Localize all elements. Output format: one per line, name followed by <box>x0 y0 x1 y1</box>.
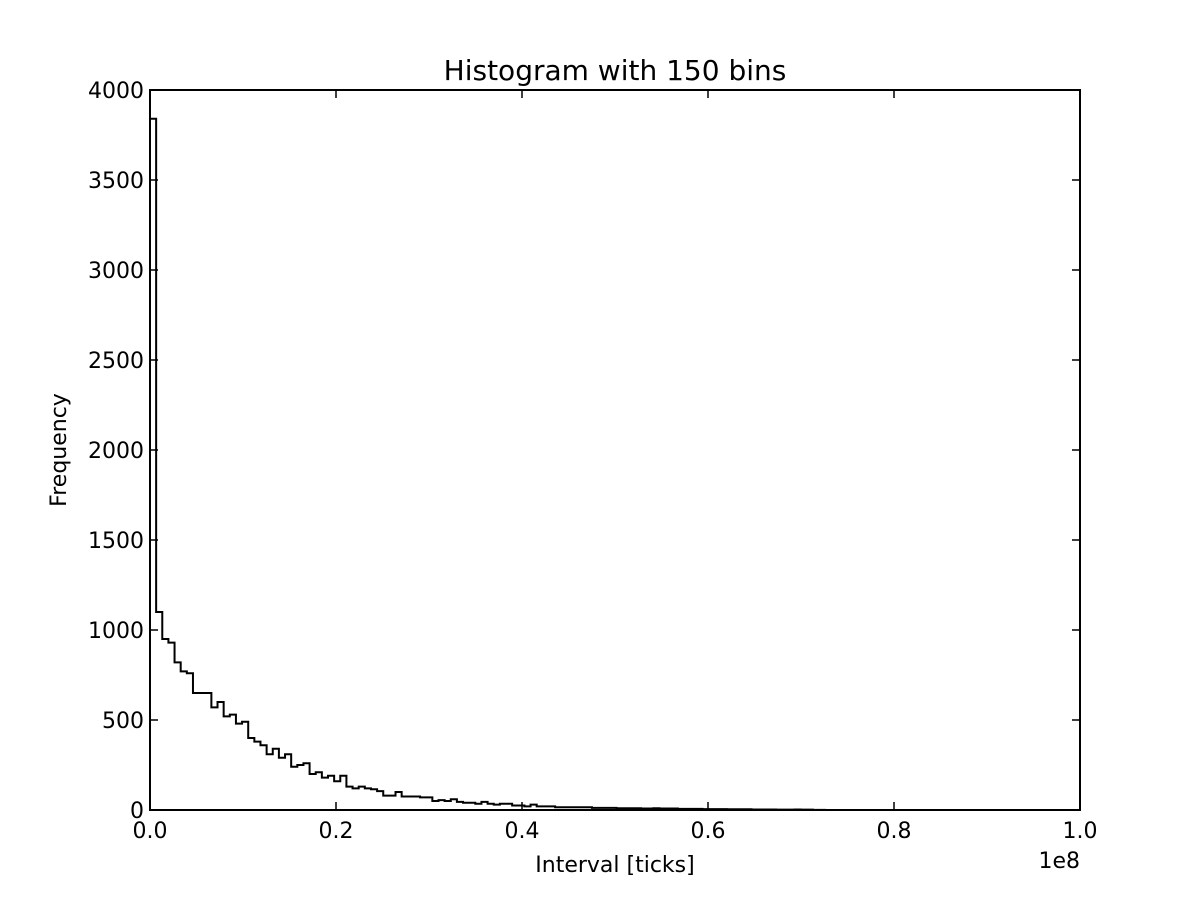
histogram-step-line <box>149 117 827 811</box>
chart-title: Histogram with 150 bins <box>444 54 787 87</box>
x-ticks: 0.0 0.2 0.4 0.6 0.8 1.0 <box>133 90 1098 844</box>
x-tick-label: 0.0 <box>133 819 168 844</box>
x-offset-label: 1e8 <box>1038 849 1080 874</box>
y-tick-label: 4000 <box>88 79 144 104</box>
y-tick-label: 500 <box>102 709 144 734</box>
y-tick-label: 2500 <box>88 349 144 374</box>
y-tick-label: 1000 <box>88 619 144 644</box>
x-tick-label: 0.2 <box>319 819 354 844</box>
y-tick-label: 0 <box>130 799 144 824</box>
x-tick-label: 0.8 <box>877 819 912 844</box>
y-tick-label: 1500 <box>88 529 144 554</box>
y-tick-label: 3500 <box>88 169 144 194</box>
y-ticks: 0 500 1000 1500 2000 2500 3000 3500 4000 <box>88 79 1080 824</box>
x-tick-label: 1.0 <box>1063 819 1098 844</box>
plot-frame <box>149 89 1081 811</box>
x-tick-label: 0.6 <box>691 819 726 844</box>
x-axis-label: Interval [ticks] <box>535 853 694 878</box>
y-tick-label: 2000 <box>88 439 144 464</box>
y-axis-label: Frequency <box>47 393 72 507</box>
x-tick-label: 0.4 <box>505 819 540 844</box>
y-tick-label: 3000 <box>88 259 144 284</box>
